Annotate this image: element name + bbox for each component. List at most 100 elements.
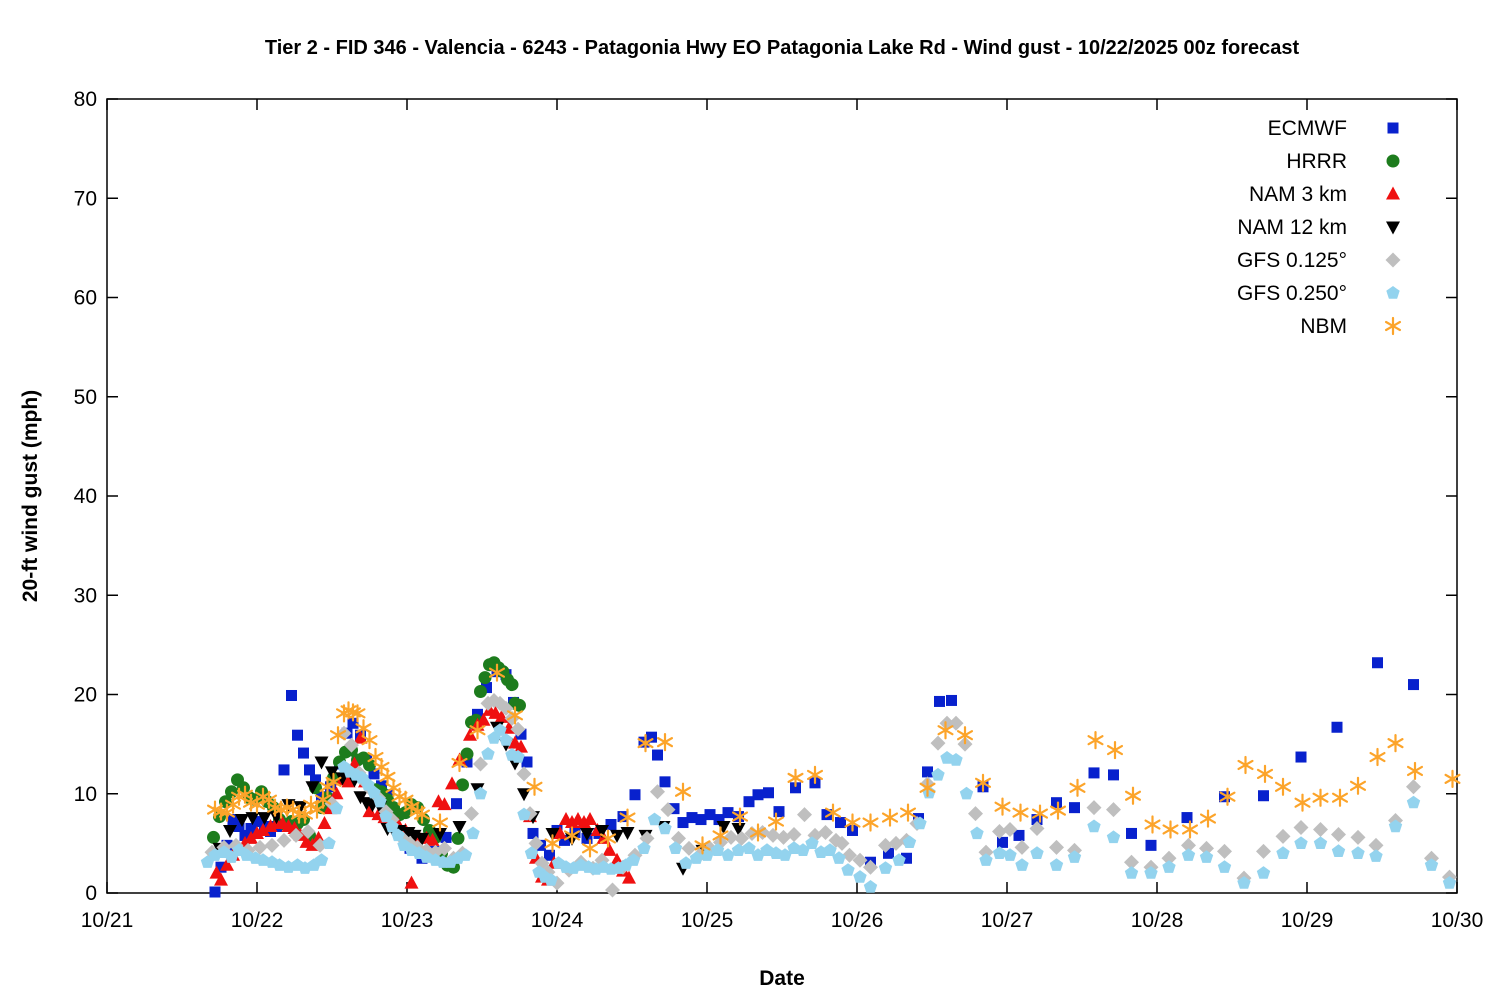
- point-marker: [765, 827, 781, 843]
- point-marker: [1069, 778, 1086, 797]
- point-marker: [511, 750, 525, 763]
- point-marker: [1161, 850, 1177, 866]
- chart-title: Tier 2 - FID 346 - Valencia - 6243 - Pat…: [265, 37, 1300, 59]
- point-marker: [744, 825, 760, 841]
- point-marker: [899, 803, 917, 822]
- point-marker: [823, 843, 837, 856]
- point-marker: [461, 756, 473, 768]
- legend-label: GFS 0.250°: [1237, 282, 1347, 305]
- point-marker: [1351, 846, 1365, 859]
- point-marker: [743, 796, 755, 808]
- triangle-up-legend-icon: [1386, 186, 1400, 200]
- point-marker: [620, 826, 635, 840]
- point-marker: [361, 777, 375, 791]
- point-marker: [314, 790, 332, 809]
- legend-label: NAM 12 km: [1237, 216, 1347, 239]
- point-marker: [605, 819, 617, 831]
- point-marker: [225, 785, 238, 799]
- point-marker: [1049, 858, 1064, 871]
- point-marker: [818, 824, 833, 840]
- point-marker: [293, 801, 308, 815]
- point-marker: [742, 841, 756, 854]
- point-marker: [310, 774, 321, 786]
- point-marker: [433, 827, 447, 841]
- point-marker: [256, 822, 270, 836]
- x-tick-label: 10/27: [981, 909, 1034, 932]
- point-marker: [647, 812, 662, 826]
- point-marker: [1387, 734, 1404, 753]
- point-marker: [659, 776, 671, 788]
- point-marker: [731, 843, 746, 856]
- point-marker: [1349, 776, 1367, 795]
- point-marker: [517, 807, 531, 821]
- point-marker: [415, 832, 429, 846]
- point-marker: [322, 836, 336, 849]
- point-marker: [1442, 876, 1457, 889]
- point-marker: [499, 733, 513, 746]
- point-marker: [510, 721, 526, 737]
- point-marker: [979, 853, 993, 866]
- point-marker: [284, 800, 302, 819]
- point-marker: [863, 880, 878, 893]
- point-marker: [863, 859, 878, 875]
- point-marker: [373, 794, 387, 808]
- point-marker: [862, 813, 879, 832]
- point-marker: [1350, 829, 1366, 845]
- point-marker: [474, 685, 487, 699]
- point-marker: [456, 778, 469, 792]
- point-marker: [922, 766, 933, 778]
- point-marker: [220, 857, 234, 871]
- point-marker: [223, 824, 237, 838]
- point-marker: [276, 832, 292, 848]
- y-tick-label: 50: [74, 386, 97, 409]
- y-tick-label: 80: [74, 88, 97, 111]
- point-marker: [1237, 755, 1254, 775]
- point-marker: [341, 774, 356, 788]
- x-tick-label: 10/28: [1131, 909, 1184, 932]
- legend-label: HRRR: [1286, 150, 1347, 173]
- point-marker: [493, 723, 507, 736]
- point-marker: [368, 768, 380, 780]
- point-marker: [1256, 764, 1274, 784]
- point-marker: [637, 841, 651, 854]
- x-tick-label: 10/21: [81, 909, 134, 932]
- point-marker: [445, 776, 459, 790]
- x-tick-label: 10/25: [681, 909, 734, 932]
- point-marker: [1372, 657, 1383, 669]
- point-marker: [314, 853, 329, 866]
- point-marker: [1199, 840, 1214, 856]
- point-marker: [1406, 761, 1424, 781]
- point-marker: [934, 695, 945, 707]
- point-marker: [888, 835, 904, 851]
- point-marker: [1369, 849, 1383, 862]
- point-marker: [437, 797, 452, 811]
- point-marker: [325, 781, 336, 793]
- point-marker: [1368, 837, 1384, 853]
- point-marker: [349, 704, 366, 723]
- x-tick-label: 10/29: [1281, 909, 1334, 932]
- point-marker: [650, 784, 665, 800]
- point-marker: [1181, 848, 1196, 861]
- point-marker: [835, 817, 846, 829]
- point-marker: [516, 766, 532, 782]
- point-marker: [679, 856, 693, 869]
- point-marker: [773, 806, 785, 818]
- point-marker: [257, 812, 272, 826]
- point-marker: [514, 739, 528, 753]
- point-marker: [526, 777, 543, 796]
- point-marker: [700, 848, 714, 861]
- point-marker: [214, 872, 228, 886]
- y-tick-label: 40: [74, 485, 97, 508]
- point-marker: [881, 808, 899, 827]
- point-marker: [563, 826, 581, 845]
- x-tick-label: 10/22: [231, 909, 284, 932]
- point-marker: [930, 735, 946, 751]
- point-marker: [252, 839, 268, 855]
- point-marker: [824, 803, 842, 822]
- point-marker: [946, 694, 957, 706]
- point-marker: [1106, 830, 1121, 844]
- point-marker: [1331, 826, 1346, 842]
- point-marker: [317, 816, 332, 830]
- point-marker: [344, 737, 359, 753]
- point-marker: [580, 827, 594, 841]
